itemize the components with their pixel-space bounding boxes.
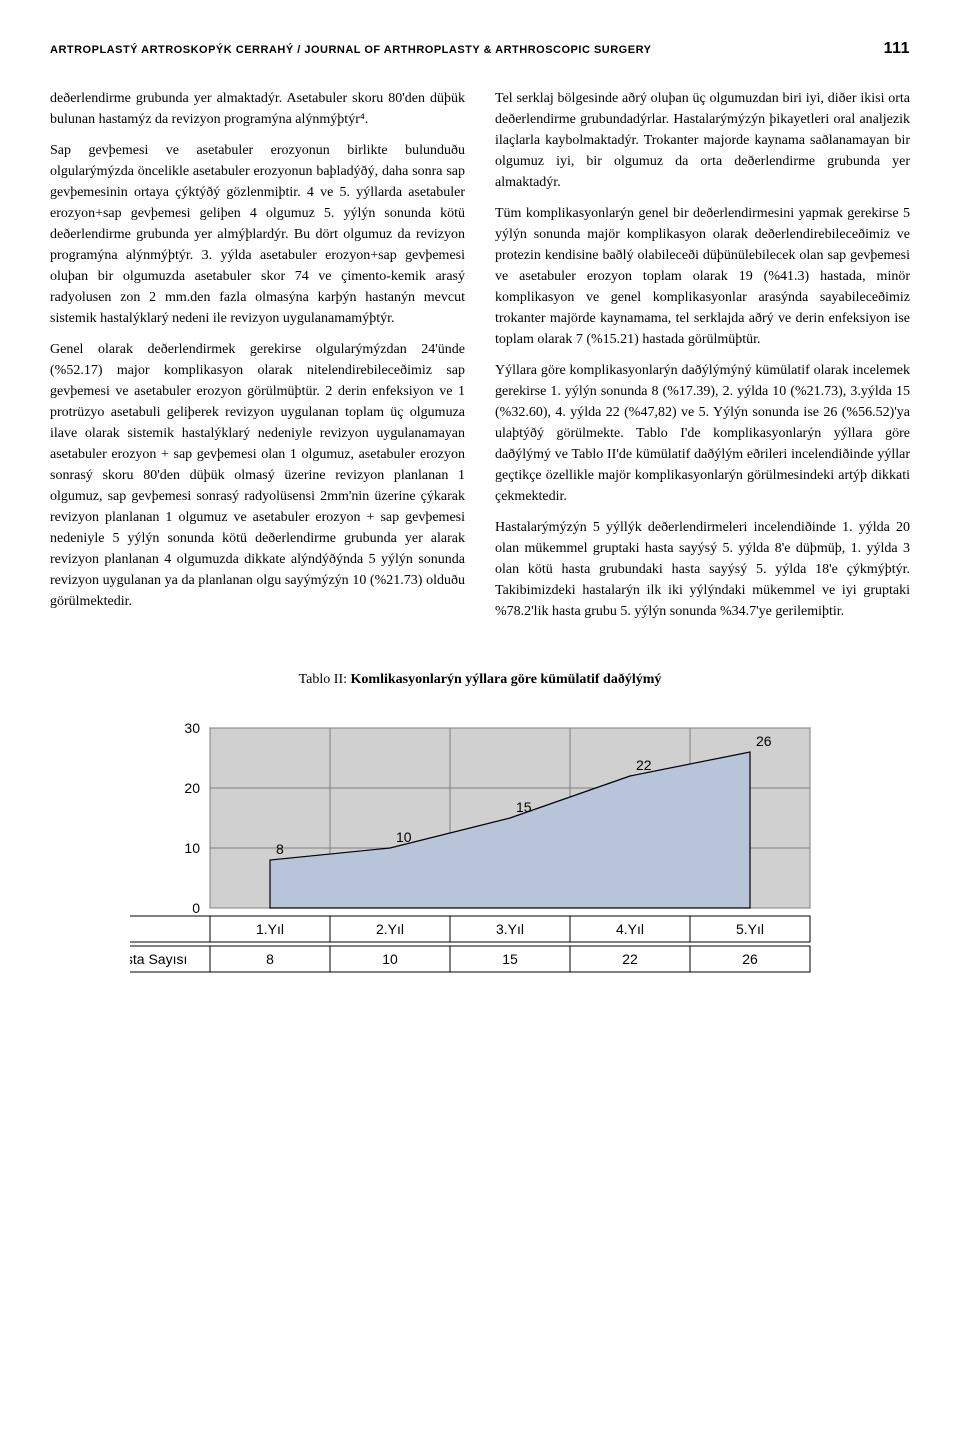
svg-text:1.Yıl: 1.Yıl (256, 921, 284, 937)
svg-text:26: 26 (756, 733, 772, 749)
svg-text:10: 10 (382, 951, 398, 967)
right-p3: Yýllara göre komplikasyonlarýn daðýlýmýn… (495, 360, 910, 507)
right-p1: Tel serklaj bölgesinde aðrý oluþan üç ol… (495, 88, 910, 193)
table-caption-title: Komlikasyonlarýn yýllara göre kümülatif … (351, 672, 662, 687)
page-number: 111 (884, 40, 910, 58)
svg-text:15: 15 (516, 799, 532, 815)
svg-text:22: 22 (636, 757, 652, 773)
area-chart-svg: 0 10 20 30 8 10 15 22 26 1.Yıl 2.Yıl 3.Yıl 4.Yıl 5.Yı… (130, 708, 830, 988)
svg-text:22: 22 (622, 951, 638, 967)
left-p2: Sap gevþemesi ve asetabuler erozyonun bi… (50, 140, 465, 329)
svg-text:4.Yıl: 4.Yıl (616, 921, 644, 937)
svg-text:10: 10 (184, 840, 200, 856)
right-column: Tel serklaj bölgesinde aðrý oluþan üç ol… (495, 88, 910, 632)
body-columns: deðerlendirme grubunda yer almaktadýr. A… (50, 88, 910, 632)
right-p2: Tüm komplikasyonlarýn genel bir deðerlen… (495, 203, 910, 350)
svg-text:8: 8 (276, 841, 284, 857)
table-caption: Tablo II: Komlikasyonlarýn yýllara göre … (50, 672, 910, 688)
svg-text:3.Yıl: 3.Yıl (496, 921, 524, 937)
svg-text:10: 10 (396, 829, 412, 845)
page-header: ARTROPLASTÝ ARTROSKOPÝK CERRAHÝ / JOURNA… (50, 40, 910, 58)
left-p3: Genel olarak deðerlendirmek gerekirse ol… (50, 339, 465, 612)
left-column: deðerlendirme grubunda yer almaktadýr. A… (50, 88, 465, 632)
svg-text:5.Yıl: 5.Yıl (736, 921, 764, 937)
svg-text:0: 0 (192, 900, 200, 916)
right-p4: Hastalarýmýzýn 5 yýllýk deðerlendirmeler… (495, 517, 910, 622)
chart: 0 10 20 30 8 10 15 22 26 1.Yıl 2.Yıl 3.Yıl 4.Yıl 5.Yı… (130, 708, 830, 988)
svg-text:26: 26 (742, 951, 758, 967)
svg-text:Hasta Sayısı: Hasta Sayısı (130, 951, 187, 967)
table-caption-prefix: Tablo II: (299, 672, 351, 687)
svg-text:30: 30 (184, 720, 200, 736)
svg-text:2.Yıl: 2.Yıl (376, 921, 404, 937)
left-p1: deðerlendirme grubunda yer almaktadýr. A… (50, 88, 465, 130)
svg-text:8: 8 (266, 951, 274, 967)
svg-text:20: 20 (184, 780, 200, 796)
journal-title: ARTROPLASTÝ ARTROSKOPÝK CERRAHÝ / JOURNA… (50, 44, 884, 56)
svg-text:15: 15 (502, 951, 518, 967)
